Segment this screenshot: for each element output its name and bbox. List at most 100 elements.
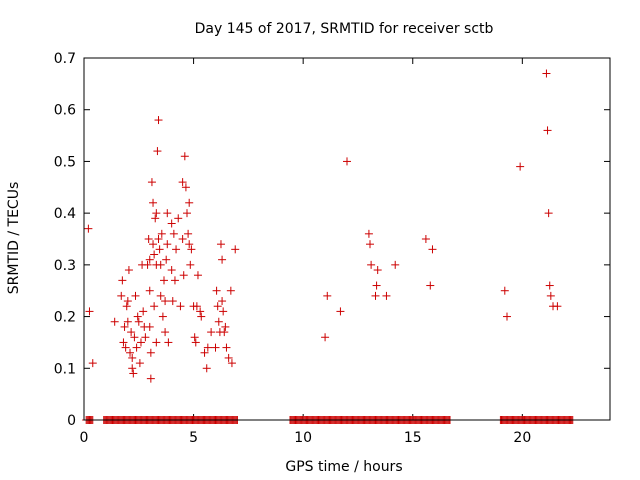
chart-title: Day 145 of 2017, SRMTID for receiver sct…	[195, 21, 494, 37]
data-point	[150, 250, 159, 259]
data-point	[157, 229, 166, 238]
data-point	[428, 245, 437, 254]
data-point	[231, 245, 240, 254]
data-point	[146, 374, 155, 383]
data-point	[213, 302, 222, 311]
data-point	[144, 235, 153, 243]
y-tick-label: 0.2	[54, 310, 76, 326]
data-point	[153, 147, 162, 156]
data-point	[167, 219, 176, 228]
data-point	[421, 235, 430, 243]
data-point	[364, 229, 373, 238]
data-point	[545, 281, 554, 290]
data-point	[203, 343, 212, 352]
data-point	[543, 126, 552, 135]
data-point	[174, 214, 183, 223]
data-point	[500, 286, 509, 295]
data-point	[146, 348, 155, 357]
data-point	[163, 240, 172, 249]
data-point	[391, 260, 400, 269]
data-point	[129, 369, 138, 378]
data-point	[149, 240, 158, 249]
data-point	[149, 198, 158, 207]
data-point	[220, 328, 229, 337]
data-point	[187, 245, 196, 254]
data-point	[134, 317, 143, 326]
data-point	[227, 359, 236, 368]
data-point	[123, 297, 132, 306]
data-point	[88, 359, 97, 368]
data-point	[155, 245, 164, 254]
data-point	[502, 312, 511, 321]
data-point	[161, 328, 170, 337]
plot-frame	[83, 57, 611, 421]
data-point	[190, 333, 199, 342]
data-point	[553, 302, 562, 311]
data-point	[110, 317, 119, 326]
data-point	[170, 276, 179, 285]
data-point	[183, 209, 192, 218]
x-tick-label: 5	[189, 430, 198, 446]
data-point	[178, 235, 187, 243]
data-point	[200, 348, 209, 357]
data-point	[164, 338, 173, 347]
data-point	[426, 281, 435, 290]
data-point	[366, 240, 375, 249]
data-point	[128, 353, 137, 362]
data-point	[154, 235, 163, 243]
data-point	[84, 224, 93, 233]
data-point	[139, 307, 148, 316]
data-point	[226, 286, 235, 295]
data-point	[372, 281, 381, 290]
data-point	[202, 364, 211, 373]
data-point	[191, 338, 200, 347]
data-point	[117, 291, 126, 300]
data-point	[542, 69, 551, 78]
data-point	[145, 255, 154, 264]
data-point	[133, 312, 142, 321]
data-point	[192, 302, 201, 311]
data-point	[159, 276, 168, 285]
data-point	[176, 302, 185, 311]
data-point	[546, 291, 555, 300]
data-point	[126, 348, 135, 357]
data-point	[218, 297, 227, 306]
x-axis-label: GPS time / hours	[285, 459, 402, 475]
data-point	[343, 157, 351, 166]
data-point	[193, 271, 202, 280]
data-point	[150, 302, 159, 311]
data-point	[216, 240, 225, 249]
data-point	[516, 162, 525, 171]
x-tick-label: 0	[80, 430, 89, 446]
data-point	[118, 276, 127, 285]
data-point	[120, 322, 129, 331]
data-point	[158, 312, 167, 321]
data-point	[178, 178, 187, 187]
data-point	[219, 307, 228, 316]
data-point	[141, 333, 150, 342]
data-point	[131, 291, 140, 300]
data-point	[184, 229, 193, 238]
data-point	[127, 328, 136, 337]
data-point	[180, 152, 189, 161]
data-point	[373, 266, 382, 275]
data-point	[122, 302, 131, 311]
data-point	[162, 255, 171, 264]
data-point	[186, 260, 195, 269]
y-tick-label: 0	[67, 413, 76, 429]
data-point	[196, 307, 205, 316]
data-point	[167, 266, 176, 275]
x-tick-label: 20	[513, 430, 531, 446]
data-point	[224, 353, 233, 362]
data-point	[207, 328, 216, 337]
data-point	[151, 214, 160, 223]
data-point	[222, 343, 231, 352]
data-point	[154, 116, 163, 125]
data-point	[136, 338, 145, 347]
data-point	[323, 291, 332, 300]
data-point	[179, 271, 188, 280]
data-point	[185, 198, 194, 207]
data-point	[147, 178, 156, 187]
